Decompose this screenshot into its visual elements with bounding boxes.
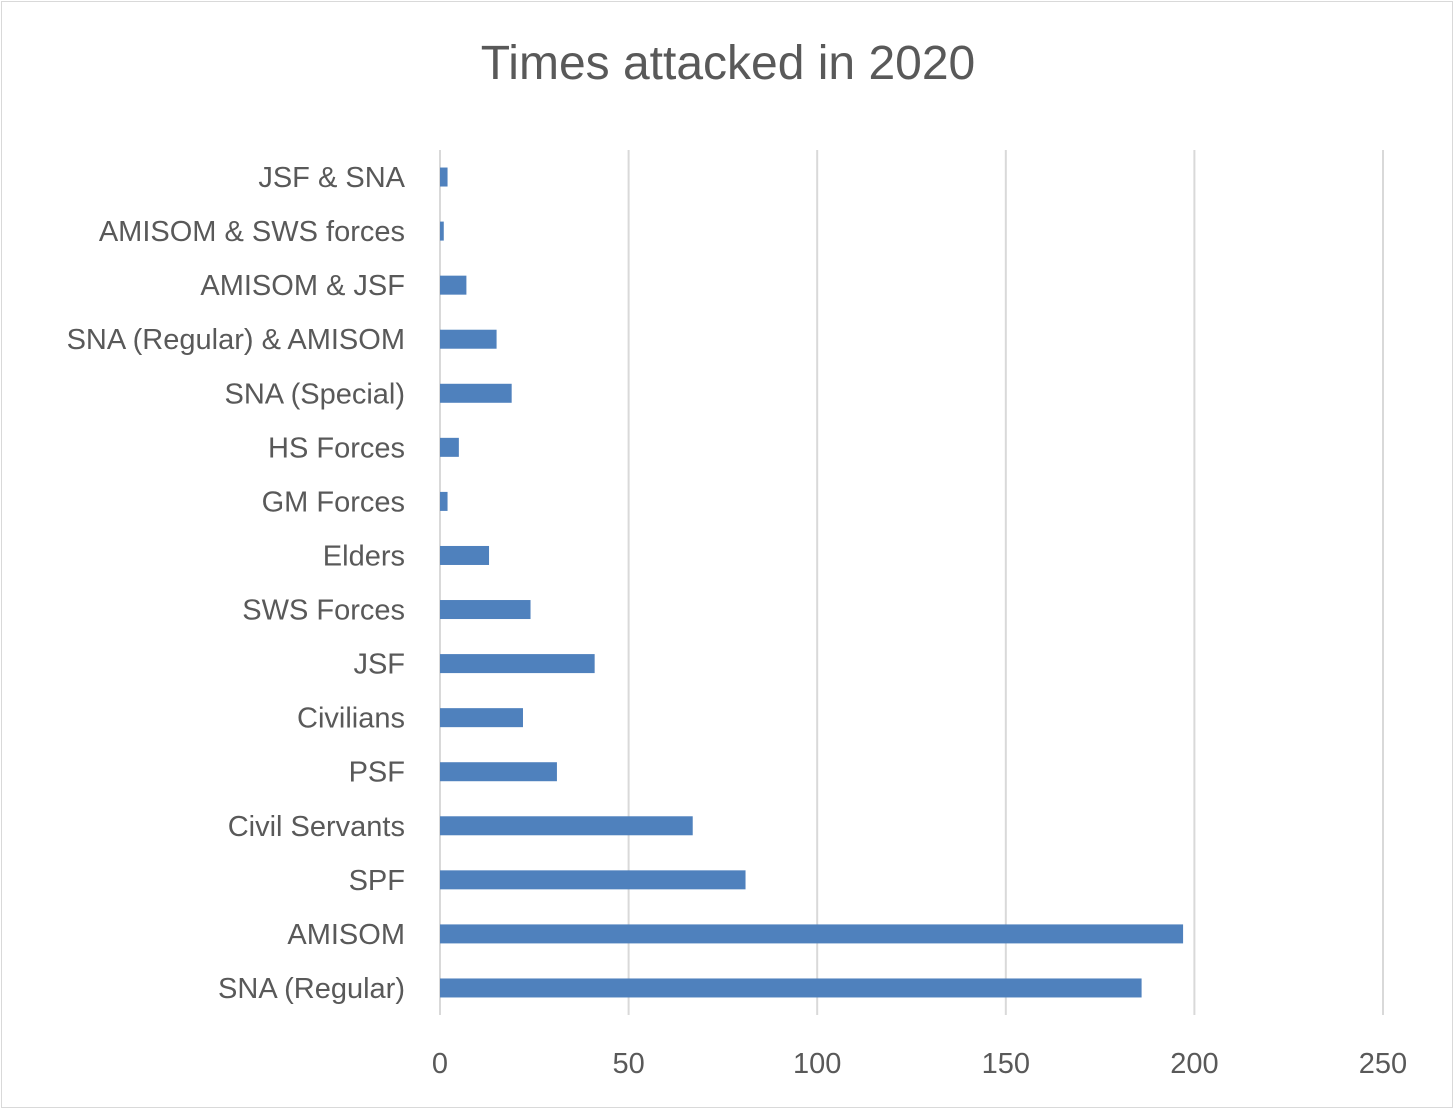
category-label-13: AMISOM & JSF [200,270,405,302]
category-labels: SNA (Regular) AMISOM SPF Civil Servants PSF C… [67,162,406,1005]
grid-lines [439,150,1384,1015]
bar-9 [440,491,448,511]
bar-6 [440,654,595,674]
x-tick-label-0: 0 [432,1048,448,1080]
category-label-14: AMISOM & SWS forces [99,216,405,248]
x-tick-labels: 0 50 100 150 200 250 [432,1048,1407,1080]
x-tick-label-50: 50 [612,1048,644,1080]
bar-0 [440,978,1142,998]
bar-2 [440,870,746,890]
category-label-7: SWS Forces [242,595,405,627]
bar-1 [440,924,1184,944]
category-label-9: GM Forces [262,486,405,518]
category-label-1: AMISOM [287,919,405,951]
bar-14 [440,221,444,241]
category-label-15: JSF & SNA [258,162,405,194]
x-tick-label-100: 100 [793,1048,841,1080]
category-label-8: Elders [323,540,405,572]
category-label-3: Civil Servants [228,811,405,843]
category-label-4: PSF [349,757,405,789]
bar-15 [440,167,448,187]
bar-4 [440,762,557,782]
x-tick-label-200: 200 [1170,1048,1218,1080]
x-tick-label-250: 250 [1359,1048,1407,1080]
bar-13 [440,275,467,295]
bar-12 [440,329,497,349]
bar-10 [440,437,459,457]
bars [440,167,1184,998]
category-label-6: JSF [353,649,405,681]
bar-3 [440,816,693,836]
chart-title: Times attacked in 2020 [480,37,976,90]
x-tick-label-150: 150 [982,1048,1030,1080]
bar-11 [440,383,512,403]
category-label-2: SPF [349,865,405,897]
category-label-0: SNA (Regular) [218,973,405,1005]
bar-8 [440,545,490,565]
category-label-11: SNA (Special) [224,378,405,410]
category-label-10: HS Forces [268,432,405,464]
bar-5 [440,708,523,728]
category-label-12: SNA (Regular) & AMISOM [67,324,405,356]
bar-7 [440,600,531,620]
category-label-5: Civilians [297,703,405,735]
